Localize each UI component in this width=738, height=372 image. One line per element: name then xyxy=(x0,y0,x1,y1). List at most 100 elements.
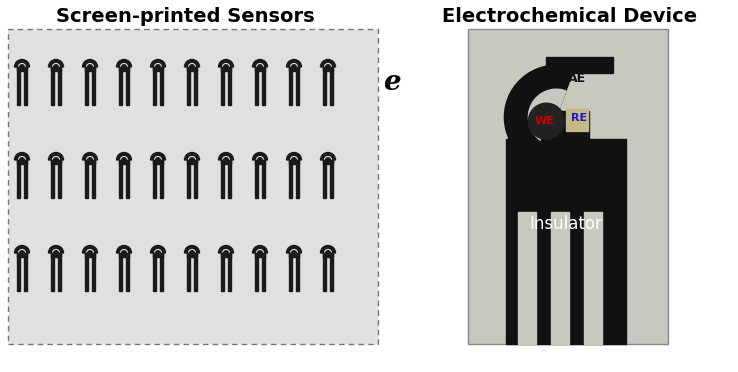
Bar xyxy=(187,253,190,291)
Wedge shape xyxy=(184,60,199,67)
Circle shape xyxy=(224,251,228,255)
Wedge shape xyxy=(504,65,574,169)
Wedge shape xyxy=(151,246,165,253)
Bar xyxy=(86,253,89,291)
Bar xyxy=(187,253,196,257)
Bar xyxy=(187,160,196,164)
Wedge shape xyxy=(15,246,30,253)
Wedge shape xyxy=(52,250,59,256)
Circle shape xyxy=(88,251,92,255)
Wedge shape xyxy=(155,250,162,256)
FancyBboxPatch shape xyxy=(8,29,378,344)
Bar xyxy=(566,109,588,131)
Bar xyxy=(120,253,128,257)
Circle shape xyxy=(88,158,92,162)
Bar xyxy=(125,253,128,291)
Bar xyxy=(18,160,27,164)
Wedge shape xyxy=(189,157,196,163)
Bar xyxy=(18,253,27,257)
Circle shape xyxy=(20,158,24,162)
Bar xyxy=(154,160,162,164)
Wedge shape xyxy=(117,246,131,253)
Circle shape xyxy=(325,65,330,69)
Bar xyxy=(187,67,190,105)
Wedge shape xyxy=(189,64,196,70)
Bar xyxy=(289,253,299,257)
Circle shape xyxy=(258,158,262,162)
Bar xyxy=(221,160,230,164)
Wedge shape xyxy=(86,250,94,256)
Bar xyxy=(187,67,196,71)
Circle shape xyxy=(122,158,126,162)
Bar xyxy=(255,253,258,291)
Bar xyxy=(296,253,299,291)
Circle shape xyxy=(190,65,194,69)
Bar xyxy=(52,67,61,71)
Bar xyxy=(18,160,20,198)
Bar xyxy=(221,160,224,198)
Wedge shape xyxy=(117,153,131,160)
FancyBboxPatch shape xyxy=(468,29,668,344)
Wedge shape xyxy=(151,60,165,67)
Bar xyxy=(120,160,123,198)
Text: AE: AE xyxy=(568,72,586,85)
Wedge shape xyxy=(320,246,336,253)
Circle shape xyxy=(122,251,126,255)
Bar xyxy=(86,160,94,164)
Bar xyxy=(120,67,123,105)
Bar xyxy=(52,160,61,164)
Bar xyxy=(194,67,196,105)
Wedge shape xyxy=(155,64,162,70)
Bar xyxy=(221,253,224,291)
Wedge shape xyxy=(291,250,297,256)
Circle shape xyxy=(292,65,296,69)
Bar xyxy=(330,160,333,198)
Bar xyxy=(18,253,20,291)
Text: WE: WE xyxy=(534,116,554,126)
Wedge shape xyxy=(325,157,331,163)
Bar xyxy=(159,67,162,105)
Bar xyxy=(262,67,264,105)
Circle shape xyxy=(54,65,58,69)
Circle shape xyxy=(20,251,24,255)
Wedge shape xyxy=(320,60,336,67)
Wedge shape xyxy=(155,157,162,163)
Wedge shape xyxy=(218,246,233,253)
Circle shape xyxy=(122,65,126,69)
Bar xyxy=(262,253,264,291)
Bar xyxy=(289,253,292,291)
Circle shape xyxy=(156,251,160,255)
Circle shape xyxy=(292,158,296,162)
Circle shape xyxy=(325,251,330,255)
Bar xyxy=(125,160,128,198)
Wedge shape xyxy=(286,60,302,67)
Bar xyxy=(92,67,94,105)
Bar xyxy=(546,57,613,73)
Circle shape xyxy=(20,65,24,69)
Wedge shape xyxy=(184,153,199,160)
Bar xyxy=(221,67,224,105)
Bar xyxy=(154,67,156,105)
Text: Insulator: Insulator xyxy=(530,215,602,233)
Bar xyxy=(86,253,94,257)
Bar xyxy=(221,253,230,257)
Bar xyxy=(289,160,292,198)
Bar xyxy=(330,253,333,291)
Bar xyxy=(18,67,27,71)
Wedge shape xyxy=(120,157,128,163)
Circle shape xyxy=(258,251,262,255)
Bar xyxy=(154,160,156,198)
Wedge shape xyxy=(83,246,97,253)
Wedge shape xyxy=(52,157,59,163)
Bar xyxy=(255,160,264,164)
Bar xyxy=(92,160,94,198)
Bar xyxy=(120,160,128,164)
Wedge shape xyxy=(252,246,267,253)
Bar xyxy=(289,67,299,71)
Bar xyxy=(159,253,162,291)
Bar xyxy=(187,160,190,198)
Circle shape xyxy=(258,65,262,69)
Bar xyxy=(58,253,61,291)
Bar xyxy=(194,253,196,291)
Circle shape xyxy=(190,158,194,162)
